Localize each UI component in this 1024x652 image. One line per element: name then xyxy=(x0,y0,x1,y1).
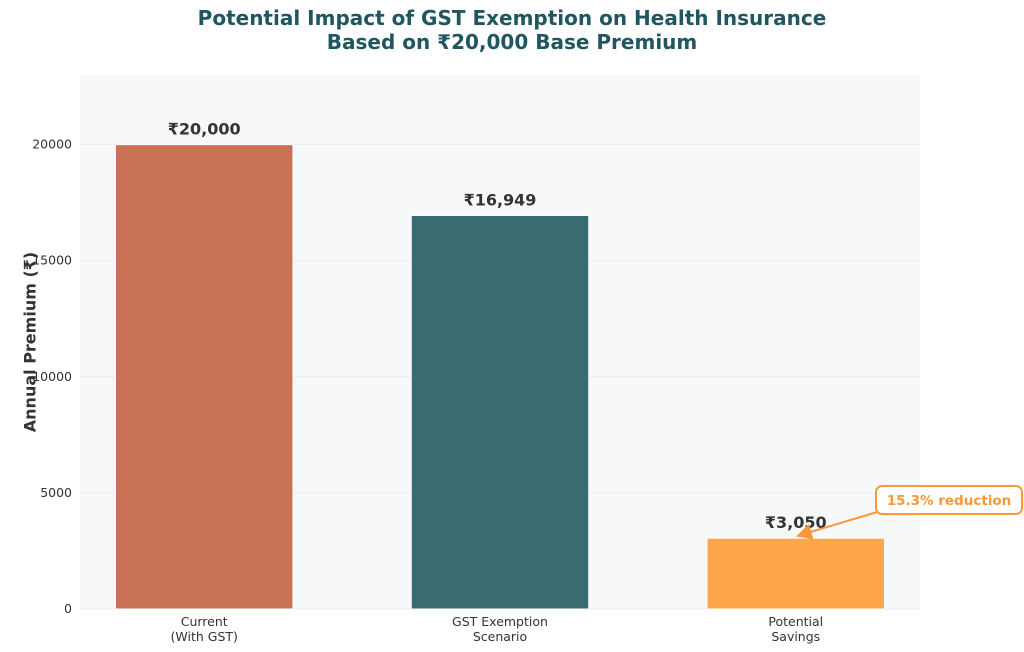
bar xyxy=(706,537,886,610)
x-tick-label: GST Exemption Scenario xyxy=(452,614,548,644)
annotation-arrow xyxy=(795,509,885,540)
y-tick-label: 20000 xyxy=(32,137,72,152)
y-tick-label: 15000 xyxy=(32,253,72,268)
chart-title: Potential Impact of GST Exemption on Hea… xyxy=(197,6,827,54)
y-tick-label: 5000 xyxy=(40,485,72,500)
y-tick-label: 10000 xyxy=(32,369,72,384)
x-tick-label: Current (With GST) xyxy=(170,614,238,644)
annotation-text: 15.3% reduction xyxy=(887,493,1012,509)
y-tick-label: 0 xyxy=(64,601,72,616)
value-label: ₹16,949 xyxy=(464,190,537,209)
x-tick-label: Potential Savings xyxy=(768,614,824,644)
bar xyxy=(114,144,294,610)
annotation-box xyxy=(875,485,1023,515)
value-label: ₹20,000 xyxy=(168,120,241,139)
bar xyxy=(410,214,590,610)
